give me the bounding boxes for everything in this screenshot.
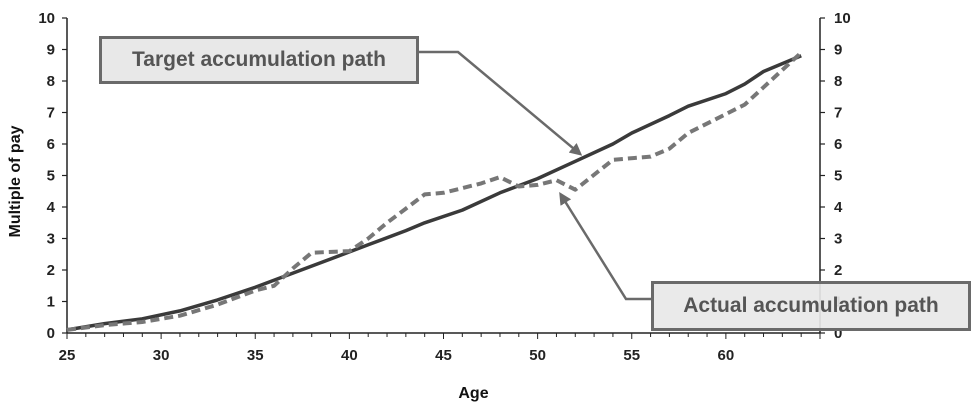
x-tick-label: 60 xyxy=(718,347,735,364)
x-tick-label: 40 xyxy=(341,347,358,364)
callout-actual-accumulation-path: Actual accumulation path xyxy=(651,281,971,331)
y-tick-label: 1 xyxy=(47,294,55,311)
callout-target-accumulation-path: Target accumulation path xyxy=(99,36,419,84)
secondary-y-tick-label: 0 xyxy=(834,325,842,342)
x-tick-label: 25 xyxy=(59,347,76,364)
y-tick-label: 6 xyxy=(47,136,55,153)
chart-axes: 0123456789100123456789102530354045505560 xyxy=(38,10,850,364)
leader-target xyxy=(419,50,583,156)
leader-actual xyxy=(559,191,651,301)
y-axis-title: Multiple of pay xyxy=(7,125,24,237)
secondary-y-tick-label: 2 xyxy=(834,262,842,279)
series-line-actual xyxy=(66,51,803,332)
x-tick-label: 30 xyxy=(153,347,170,364)
y-tick-label: 10 xyxy=(38,10,55,27)
callout-leaders xyxy=(419,50,651,301)
y-tick-label: 5 xyxy=(47,168,55,185)
y-tick-label: 3 xyxy=(47,231,55,248)
x-tick-label: 35 xyxy=(247,347,264,364)
y-tick-label: 4 xyxy=(47,199,56,216)
y-tick-label: 0 xyxy=(47,325,55,342)
secondary-y-tick-label: 7 xyxy=(834,105,842,122)
secondary-y-tick-label: 3 xyxy=(834,231,842,248)
chart-series xyxy=(66,51,803,332)
y-tick-label: 7 xyxy=(47,105,55,122)
x-axis-title: Age xyxy=(458,385,488,402)
secondary-y-tick-label: 5 xyxy=(834,168,842,185)
y-tick-label: 2 xyxy=(47,262,55,279)
series-line-target xyxy=(66,54,802,332)
secondary-y-tick-label: 10 xyxy=(834,10,851,27)
x-tick-label: 45 xyxy=(435,347,452,364)
secondary-y-tick-label: 8 xyxy=(834,73,842,90)
y-tick-label: 9 xyxy=(47,42,55,59)
x-tick-label: 55 xyxy=(623,347,640,364)
x-tick-label: 50 xyxy=(529,347,546,364)
secondary-y-tick-label: 6 xyxy=(834,136,842,153)
secondary-y-tick-label: 9 xyxy=(834,42,842,59)
y-tick-label: 8 xyxy=(47,73,55,90)
secondary-y-tick-label: 4 xyxy=(834,199,843,216)
